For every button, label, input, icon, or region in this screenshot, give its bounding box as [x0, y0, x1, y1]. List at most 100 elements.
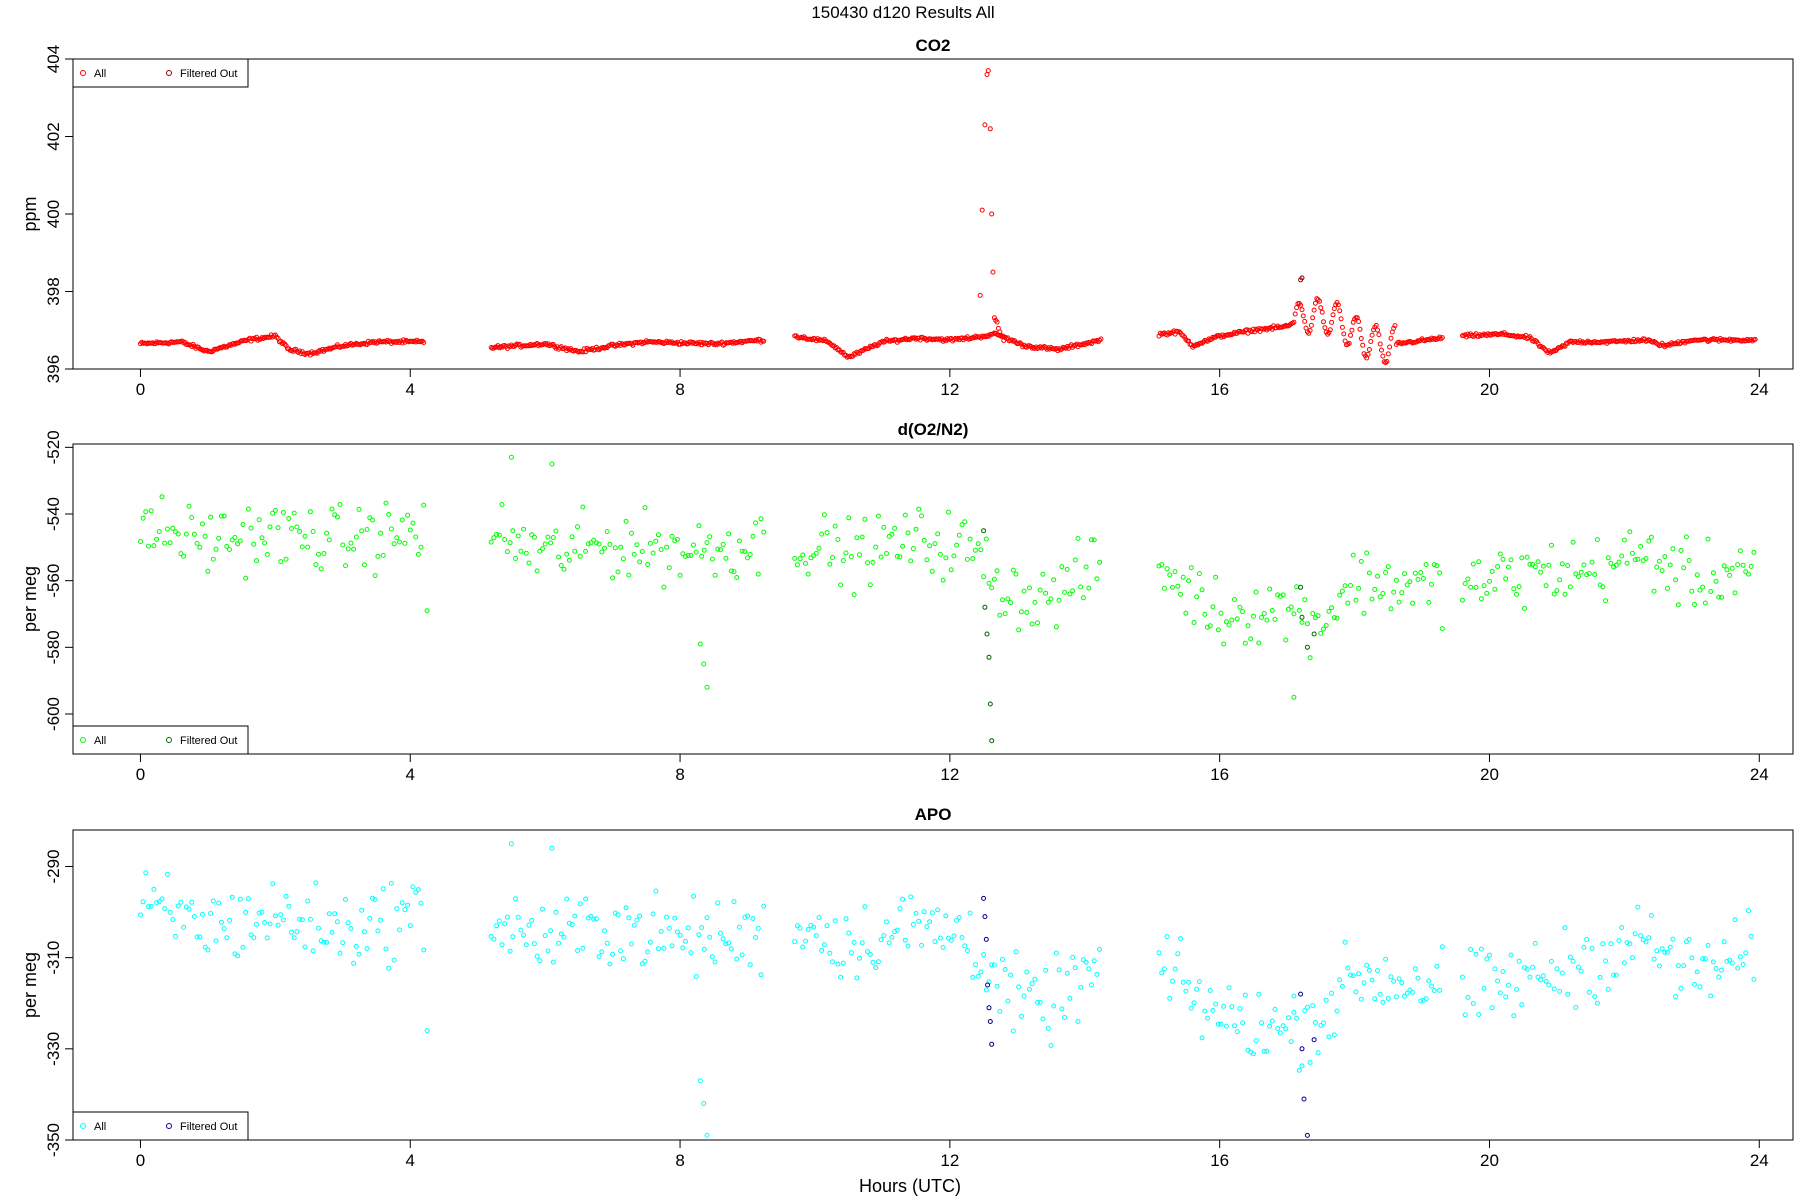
data-point — [1326, 608, 1332, 614]
data-point — [647, 939, 653, 945]
data-point — [835, 537, 841, 542]
plot-frame-apo — [72, 829, 1794, 1141]
data-point — [867, 951, 873, 957]
data-point — [232, 341, 238, 347]
data-point — [588, 540, 594, 546]
data-point — [1665, 585, 1670, 591]
data-point — [1396, 976, 1402, 982]
data-point — [994, 319, 1000, 325]
data-point — [830, 959, 835, 965]
data-point — [205, 568, 211, 574]
data-point — [664, 914, 670, 920]
data-point — [1250, 1051, 1256, 1057]
data-point — [984, 72, 990, 77]
data-point — [1202, 1008, 1208, 1014]
data-point — [688, 339, 694, 345]
data-point — [975, 541, 981, 547]
data-point — [264, 552, 270, 557]
data-point — [289, 526, 294, 531]
data-point — [575, 948, 580, 953]
data-point — [840, 558, 846, 564]
xaxis-apo: 0 4 8 12 16 20 24 — [136, 1139, 1769, 1170]
data-point — [1648, 534, 1654, 540]
data-point — [830, 555, 835, 560]
data-point — [1592, 994, 1598, 1000]
data-point — [967, 910, 973, 916]
data-point — [1360, 342, 1366, 348]
data-point — [499, 942, 505, 948]
filtered-point — [986, 1005, 992, 1011]
data-point — [1029, 981, 1035, 987]
data-point — [1342, 583, 1348, 589]
data-point — [1662, 949, 1668, 955]
y-tick-label: 404 — [44, 45, 63, 73]
data-point — [821, 512, 827, 518]
data-point — [280, 340, 286, 346]
data-point — [167, 540, 173, 546]
data-point — [650, 550, 656, 556]
data-point — [537, 958, 543, 964]
data-point — [1366, 570, 1372, 576]
data-point — [840, 349, 846, 355]
data-point — [1037, 587, 1043, 593]
data-point — [286, 903, 292, 909]
data-point — [602, 928, 607, 934]
data-point — [297, 529, 303, 534]
data-point — [1543, 583, 1549, 589]
data-point — [892, 525, 898, 531]
data-point — [832, 918, 838, 924]
data-point — [897, 906, 903, 912]
y-tick-label: -330 — [44, 1032, 63, 1066]
data-point — [1551, 591, 1557, 597]
data-point — [1078, 984, 1084, 990]
data-point — [1008, 600, 1014, 606]
data-point — [245, 506, 251, 512]
data-point — [1175, 951, 1181, 957]
x-tick-label: 4 — [406, 380, 415, 399]
data-point — [1737, 548, 1743, 554]
data-point — [1059, 564, 1065, 570]
data-point — [1194, 986, 1200, 992]
data-point — [1484, 956, 1490, 962]
data-point — [758, 972, 764, 978]
data-point — [421, 947, 427, 953]
data-point — [1528, 336, 1534, 341]
x-tick-label: 20 — [1480, 765, 1499, 784]
legend-marker-all — [80, 70, 86, 76]
data-point — [275, 922, 281, 928]
filtered-point — [1298, 991, 1304, 997]
data-point — [548, 540, 554, 546]
data-point — [364, 527, 370, 532]
data-point — [561, 566, 567, 572]
data-point — [1018, 609, 1024, 615]
data-point — [1000, 333, 1005, 339]
data-point — [1188, 565, 1194, 571]
data-point — [421, 502, 427, 508]
data-point — [1283, 637, 1289, 643]
data-point — [704, 915, 710, 921]
data-point — [948, 937, 954, 943]
data-point — [1752, 336, 1758, 342]
data-point — [1667, 562, 1673, 568]
data-point — [1307, 655, 1313, 661]
data-point — [256, 517, 262, 523]
data-point — [1016, 627, 1022, 633]
data-point — [564, 896, 570, 902]
data-point — [1481, 985, 1487, 991]
data-point — [1656, 558, 1662, 564]
data-point — [1500, 556, 1506, 562]
data-point — [1654, 948, 1660, 954]
data-point — [143, 509, 149, 515]
data-point — [1253, 1038, 1259, 1044]
data-point — [316, 925, 321, 931]
data-point — [518, 548, 524, 554]
y-tick-label: -560 — [44, 564, 63, 598]
data-point — [761, 529, 767, 535]
data-point — [1016, 984, 1022, 990]
data-point — [757, 337, 763, 342]
data-point — [615, 912, 621, 918]
data-point — [1659, 946, 1665, 952]
data-point — [599, 949, 605, 955]
outlier-point — [697, 1078, 703, 1084]
data-point — [1164, 566, 1170, 572]
